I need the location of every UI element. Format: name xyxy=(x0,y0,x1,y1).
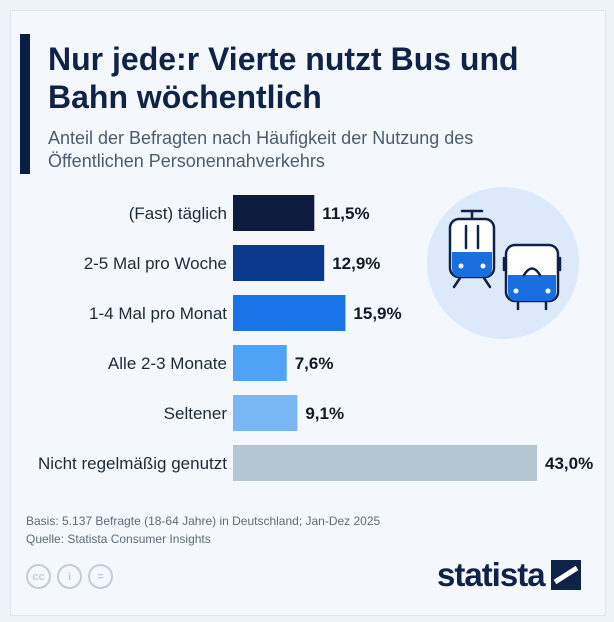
bar xyxy=(233,445,538,481)
bus-icon xyxy=(502,243,562,311)
title-accent-bar xyxy=(20,34,30,174)
license-icons: cc i = xyxy=(26,564,113,589)
no-derivatives-icon[interactable]: = xyxy=(88,564,113,589)
category-label: Nicht regelmäßig genutzt xyxy=(38,454,227,473)
value-label: 7,6% xyxy=(295,354,334,373)
footer-source: Quelle: Statista Consumer Insights xyxy=(26,532,211,546)
statista-logo-icon xyxy=(550,560,581,590)
category-label: (Fast) täglich xyxy=(129,204,227,223)
value-label: 12,9% xyxy=(332,254,380,273)
chart-title: Nur jede:r Vierte nutzt Bus und Bahn wöc… xyxy=(48,41,519,115)
bar xyxy=(233,295,346,331)
chart-subtitle: Anteil der Befragten nach Häufigkeit der… xyxy=(48,128,474,171)
bar xyxy=(233,245,325,281)
footer-basis: Basis: 5.137 Befragte (18-64 Jahre) in D… xyxy=(26,514,381,528)
statista-logo[interactable]: statista xyxy=(437,556,581,594)
tram-icon xyxy=(448,209,496,289)
category-label: Seltener xyxy=(164,404,228,423)
bar xyxy=(233,345,287,381)
creative-commons-icon[interactable]: cc xyxy=(26,564,51,589)
value-label: 15,9% xyxy=(353,304,401,323)
category-label: 2-5 Mal pro Woche xyxy=(84,254,227,273)
value-label: 43,0% xyxy=(545,454,593,473)
category-label: 1-4 Mal pro Monat xyxy=(89,304,227,323)
value-label: 11,5% xyxy=(322,204,369,223)
bar xyxy=(233,395,298,431)
attribution-icon[interactable]: i xyxy=(57,564,82,589)
brand-name: statista xyxy=(437,556,546,593)
category-label: Alle 2-3 Monate xyxy=(108,354,227,373)
value-label: 9,1% xyxy=(305,404,344,423)
transport-illustration xyxy=(427,187,579,339)
bars-group: (Fast) täglich 11,5% 2-5 Mal pro Woche 12,9… xyxy=(38,195,593,481)
bar xyxy=(233,195,315,231)
